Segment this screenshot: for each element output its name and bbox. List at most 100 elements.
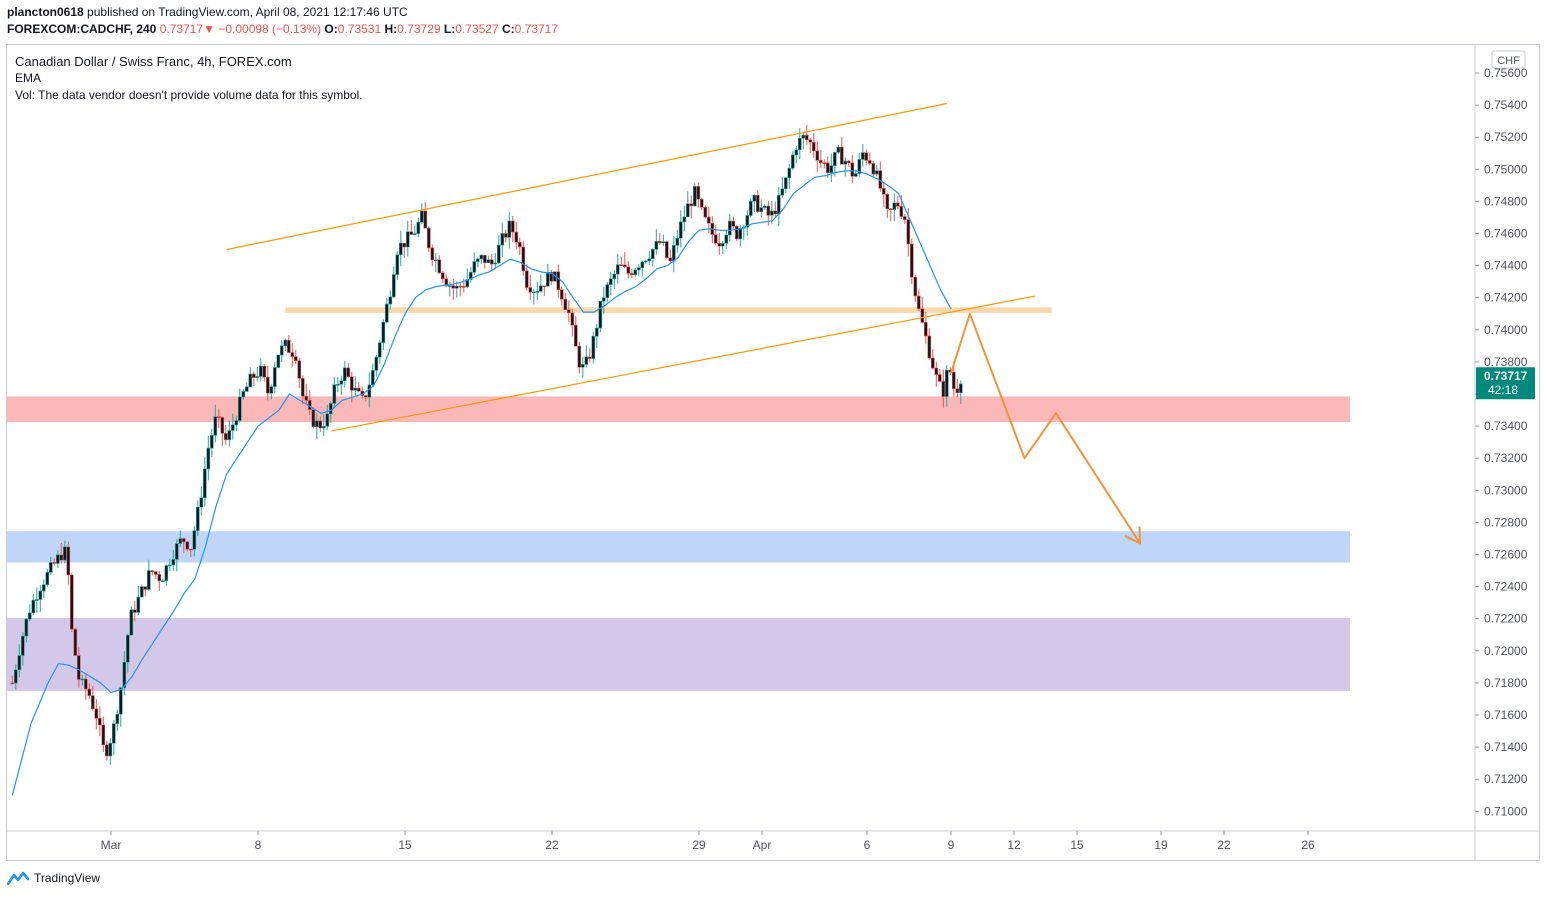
candle-body [265, 376, 270, 394]
candle-body [622, 264, 627, 268]
candle-79 [286, 335, 291, 353]
candle-body [189, 548, 193, 551]
candle-21 [84, 673, 88, 700]
candle-body [34, 599, 39, 601]
candle-70 [255, 366, 260, 382]
candle-31 [119, 686, 123, 727]
drawings-layer [226, 102, 1142, 545]
candle-body [122, 661, 127, 689]
candle-body [199, 497, 204, 508]
candle-body [377, 342, 382, 358]
candle-94 [339, 375, 344, 395]
candle-10 [45, 568, 50, 587]
candle-132 [472, 252, 477, 275]
candle-54 [199, 486, 204, 516]
candle-body [241, 391, 246, 398]
candle-body [601, 297, 606, 302]
candle-163 [580, 356, 585, 378]
candle-239 [846, 159, 851, 168]
candle-body [615, 264, 620, 275]
candle-body [426, 227, 431, 249]
candle-body [220, 417, 225, 434]
candle-body [161, 580, 165, 582]
candle-49 [182, 537, 186, 554]
channel-upper [226, 102, 947, 251]
author-name[interactable]: plancton0618 [7, 5, 84, 19]
candle-body [524, 270, 529, 288]
currency-badge[interactable]: CHF [1491, 50, 1526, 69]
candle-66 [241, 389, 246, 400]
candle-121 [433, 252, 438, 273]
candle-50 [185, 540, 190, 552]
candle-174 [619, 257, 624, 266]
candle-177 [629, 268, 634, 278]
candle-223 [790, 151, 795, 171]
projection-path [950, 312, 1141, 544]
candle-37 [140, 584, 144, 598]
candle-body [906, 219, 911, 245]
zone-resistance-orange [285, 307, 1052, 313]
candle-89 [321, 414, 326, 436]
candle-144 [514, 221, 519, 250]
candle-227 [804, 124, 809, 146]
price-tick-label: 0.73000 [1484, 483, 1528, 497]
candle-42 [157, 570, 162, 592]
candle-264 [934, 361, 939, 387]
candle-73 [265, 365, 270, 401]
candle-19 [77, 646, 81, 688]
candle-92 [332, 376, 337, 408]
candle-body [839, 146, 844, 165]
candle-33 [126, 633, 130, 673]
candle-143 [510, 216, 515, 243]
candle-body [640, 261, 645, 269]
candle-body [689, 203, 694, 207]
candle-body [913, 276, 918, 297]
price-tick-label: 0.72000 [1484, 644, 1528, 658]
candle-221 [783, 177, 788, 194]
candle-159 [566, 300, 571, 322]
candle-180 [640, 260, 645, 277]
candle-45 [168, 558, 172, 571]
candle-202 [717, 232, 722, 255]
open-value: 0.73531 [337, 22, 382, 36]
candle-238 [843, 157, 848, 177]
legend-ema[interactable]: EMA [15, 71, 42, 85]
candle-body [171, 559, 176, 566]
candle-3 [20, 632, 25, 666]
candle-20 [80, 674, 85, 686]
candle-body [48, 562, 53, 573]
legend-volume[interactable]: Vol: The data vendor doesn't provide vol… [15, 88, 363, 102]
footer-brand[interactable]: TradingView [34, 871, 101, 885]
candle-body [423, 210, 428, 229]
candle-98 [353, 376, 358, 397]
candle-body [119, 687, 123, 715]
candle-body [112, 723, 116, 744]
candle-148 [528, 275, 533, 301]
candle-71 [258, 358, 263, 382]
axes-layer: 0.75600 0.75400 0.75200 0.75000 0.74800 0.746… [7, 45, 1540, 860]
candle-23 [91, 686, 95, 711]
legend-title[interactable]: Canadian Dollar / Swiss Franc, 4h, FOREX… [15, 54, 292, 69]
candle-253 [895, 196, 900, 210]
candle-43 [161, 578, 165, 582]
candle-body [80, 678, 85, 681]
ema-line [11, 170, 952, 796]
candle-240 [850, 154, 855, 184]
candle-body [147, 570, 151, 590]
candle-161 [573, 316, 578, 347]
candle-138 [493, 252, 498, 270]
candle-body [713, 234, 718, 244]
candle-body [594, 327, 599, 337]
candle-body [66, 546, 71, 576]
candle-195 [692, 182, 697, 207]
candle-251 [888, 208, 893, 221]
candle-body [507, 220, 512, 238]
price-tick-label: 0.71200 [1484, 772, 1528, 786]
candle-body [437, 259, 442, 274]
price-tick-label: 0.71800 [1484, 676, 1528, 690]
price-tick-label: 0.72600 [1484, 548, 1528, 562]
candle-108 [388, 290, 393, 310]
candle-212 [752, 194, 757, 212]
candle-151 [538, 275, 543, 293]
